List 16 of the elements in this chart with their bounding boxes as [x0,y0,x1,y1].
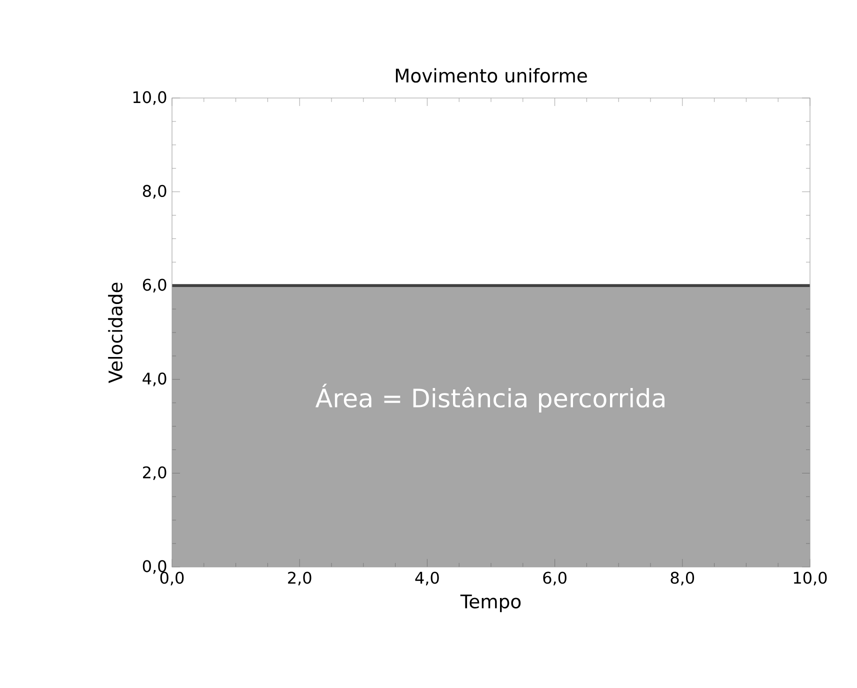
x-tick-label: 8,0 [670,572,694,586]
annotation: Área = Distância percorrida [315,384,664,413]
y-axis-title: Velocidade [108,282,123,384]
x-tick-label: 4,0 [415,572,439,586]
x-tick-label: 2,0 [288,572,312,586]
x-tick-label: 10,0 [794,572,827,586]
x-axis-title: Tempo [460,594,521,612]
x-tick-label: 0,0 [160,572,184,586]
x-tick-label: 6,0 [543,572,566,586]
y-tick-label: 10,0 [133,91,166,105]
chart-title: Movimento uniforme [396,68,587,83]
y-tick-label: 0,0 [142,560,166,574]
y-tick-label: 6,0 [142,278,166,292]
y-tick-label: 2,0 [143,466,166,480]
y-tick-label: 4,0 [142,372,166,386]
y-tick-label: 8,0 [142,184,166,199]
